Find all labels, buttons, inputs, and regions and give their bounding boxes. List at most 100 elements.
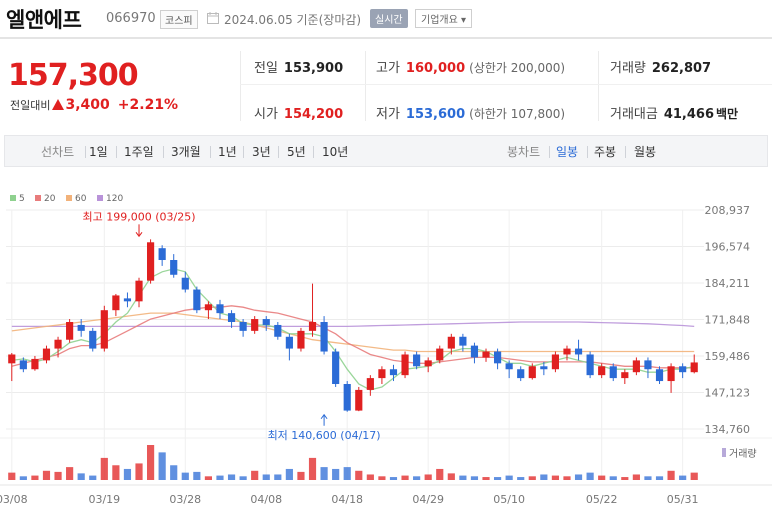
candle-body xyxy=(378,369,386,379)
volume-bar xyxy=(135,463,143,480)
volume-bar xyxy=(181,472,189,480)
range-1w-button[interactable]: 1주일 xyxy=(124,145,154,159)
volume-bar xyxy=(308,457,317,480)
annotation-low-label: 최저 140,600 (04/17) xyxy=(268,429,381,442)
candle-body xyxy=(77,324,85,331)
volume-bar xyxy=(493,477,502,480)
divider xyxy=(240,84,772,85)
candle-body xyxy=(482,351,490,358)
candle-body xyxy=(586,354,594,376)
market-badge: 코스피 xyxy=(160,10,198,29)
period-weekly-button[interactable]: 주봉 xyxy=(594,145,617,159)
volume-bar xyxy=(459,475,467,480)
down-arrow-icon xyxy=(135,232,143,238)
stat-value: 41,466 xyxy=(663,107,715,122)
company-info-dropdown[interactable]: 기업개요 ▾ xyxy=(415,9,472,28)
candle-chart-button[interactable]: 봉차트 xyxy=(507,145,541,159)
stat-value: 153,600 xyxy=(405,107,466,122)
volume-bar xyxy=(66,467,74,480)
range-10y-button[interactable]: 10년 xyxy=(322,145,349,159)
candle-body xyxy=(528,366,536,379)
amount-unit: 백만 xyxy=(716,107,739,121)
volume-bar xyxy=(551,475,560,480)
candle-body xyxy=(621,372,629,379)
volume-bar xyxy=(170,465,178,480)
up-arrow-icon xyxy=(52,99,65,110)
volume-bar xyxy=(679,475,687,480)
candle-body xyxy=(332,351,340,385)
period-monthly-button[interactable]: 월봉 xyxy=(634,145,657,159)
y-tick-label: 159,486 xyxy=(705,350,751,363)
volume-bar xyxy=(89,475,97,480)
stock-code: 066970 xyxy=(106,11,156,26)
lower-limit: (하한가 107,800) xyxy=(469,107,566,121)
stat-value: 160,000 xyxy=(405,61,466,76)
moving-average-line xyxy=(11,321,695,328)
range-1d-button[interactable]: 1일 xyxy=(89,145,108,159)
volume-bar xyxy=(100,457,108,480)
x-tick-label: 03/28 xyxy=(169,493,201,506)
candle-body xyxy=(89,330,97,349)
volume-bar xyxy=(112,465,120,480)
calendar-icon xyxy=(207,12,219,24)
volume-bar xyxy=(413,476,421,480)
range-1y-button[interactable]: 1년 xyxy=(218,145,237,159)
candle-body xyxy=(146,242,155,281)
y-tick-label: 208,937 xyxy=(705,204,751,217)
realtime-button[interactable]: 실시간 xyxy=(370,9,408,28)
candle-body xyxy=(297,330,305,349)
quote-date: 2024.06.05 기준(장마감) xyxy=(224,13,362,27)
candle-body xyxy=(100,310,108,349)
volume-bar xyxy=(343,467,351,480)
candle-body xyxy=(42,348,51,361)
x-tick-label: 05/31 xyxy=(667,493,699,506)
line-chart-button[interactable]: 선차트 xyxy=(41,145,75,159)
candle-body xyxy=(424,360,432,367)
candle-body xyxy=(170,260,178,275)
volume-bar xyxy=(204,476,213,480)
candle-body xyxy=(540,366,548,370)
candle-body xyxy=(251,319,259,331)
period-daily-button[interactable]: 일봉 xyxy=(556,145,579,159)
candle-body xyxy=(308,322,317,331)
candle-body xyxy=(667,366,675,382)
divider xyxy=(549,146,550,158)
volume-bar xyxy=(621,477,629,480)
y-tick-label: 171,848 xyxy=(705,314,751,327)
range-3y-button[interactable]: 3년 xyxy=(252,145,271,159)
volume-bar xyxy=(505,475,513,480)
stat-label: 시가 xyxy=(254,107,278,122)
divider xyxy=(365,51,366,121)
volume-bar xyxy=(320,467,328,480)
legend-swatch xyxy=(97,195,103,201)
volume-legend-swatch xyxy=(722,448,726,457)
stat-label: 저가 xyxy=(376,107,400,122)
stat-value: 154,200 xyxy=(283,107,344,122)
volume-bar xyxy=(667,470,675,480)
volume-bar xyxy=(447,473,455,480)
divider xyxy=(210,146,211,158)
volume-bar xyxy=(655,476,664,480)
divider xyxy=(625,146,626,158)
candle-body xyxy=(320,322,328,352)
range-5y-button[interactable]: 5년 xyxy=(287,145,306,159)
candle-body xyxy=(204,304,213,311)
volume-bar xyxy=(216,475,224,480)
volume-bar xyxy=(540,474,548,480)
candlestick-chart[interactable]: 5 20 60 120 134,760 147,123 159,486 171,848 184,… xyxy=(0,187,772,511)
volume-bar xyxy=(31,475,39,480)
annotation-high-label: 최고 199,000 (03/25) xyxy=(83,210,196,223)
divider xyxy=(163,146,164,158)
x-tick-label: 04/18 xyxy=(331,493,363,506)
volume-bar xyxy=(389,477,398,480)
range-3m-button[interactable]: 3개월 xyxy=(171,145,201,159)
volume-bar xyxy=(285,468,293,480)
volume-bar xyxy=(366,474,374,480)
candle-body xyxy=(493,351,502,364)
divider xyxy=(85,146,86,158)
volume-bar xyxy=(251,470,259,480)
volume-bar xyxy=(436,468,444,480)
volume-bar xyxy=(332,468,340,480)
candle-body xyxy=(563,348,571,355)
divider xyxy=(313,146,314,158)
